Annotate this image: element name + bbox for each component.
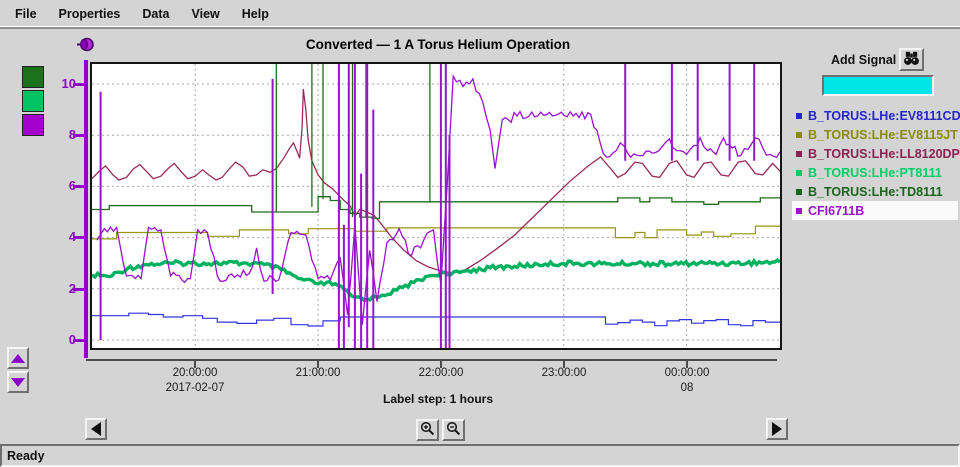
legend-label: B_TORUS:LHe:EV8111CD (808, 108, 960, 123)
pen-color-swatches (22, 66, 44, 138)
legend-label: B_TORUS:LHe:EV8115JT (808, 127, 958, 142)
color-swatch-purple[interactable] (22, 114, 44, 136)
x-axis-tick (194, 361, 196, 368)
x-axis-tick (317, 361, 319, 368)
status-bar: Ready (0, 444, 960, 467)
label-step-text: Label step: 1 hours (382, 392, 494, 406)
signal-legend: B_TORUS:LHe:EV8111CD B_TORUS:LHe:EV8115J… (792, 106, 960, 220)
page-title: Converted — 1 A Torus Helium Operation (305, 37, 571, 52)
status-text: Ready (7, 448, 45, 463)
menu-view[interactable]: View (191, 6, 220, 21)
legend-bullet (796, 188, 802, 195)
x-axis-tick (563, 361, 565, 368)
x-tick-label: 21:00:00 (295, 367, 341, 379)
x-axis-tick (440, 361, 442, 368)
legend-bullet (796, 112, 802, 119)
scroll-up-button[interactable] (7, 347, 29, 369)
y-axis-line (84, 60, 88, 358)
x-tick-date-label: 2017-02-07 (165, 382, 225, 394)
magnifier-plus-icon (420, 421, 435, 439)
legend-bullet (796, 207, 802, 214)
y-tick-label: 10 (61, 76, 76, 91)
x-tick-label: 00:00:00 (664, 367, 710, 379)
menu-bar: File Properties Data View Help (0, 0, 960, 29)
legend-item[interactable]: B_TORUS:LHe:EV8111CD (792, 106, 960, 125)
menu-properties[interactable]: Properties (58, 6, 121, 21)
legend-bullet (796, 169, 802, 176)
legend-bullet (796, 131, 802, 138)
zoom-out-button[interactable] (442, 419, 465, 441)
x-tick-date-label: 08 (680, 382, 694, 394)
left-triangle-icon (91, 422, 101, 436)
up-triangle-icon (11, 353, 25, 363)
binoculars-icon (903, 51, 920, 69)
y-axis-tick (73, 134, 85, 137)
menu-file[interactable]: File (15, 6, 37, 21)
menu-help[interactable]: Help (241, 6, 269, 21)
magnifier-minus-icon (446, 421, 461, 439)
scroll-left-button[interactable] (85, 418, 107, 440)
scroll-down-button[interactable] (7, 371, 29, 393)
y-tick-label: 0 (40, 333, 76, 347)
y-axis-tick (73, 83, 85, 86)
y-axis-tick (73, 339, 85, 342)
color-swatch-green[interactable] (22, 90, 44, 112)
legend-label: B_TORUS:LHe:PT8111 (808, 165, 942, 180)
x-tick-label: 22:00:00 (418, 367, 464, 379)
y-axis-tick (73, 185, 85, 188)
color-swatch-dark-green[interactable] (22, 66, 44, 88)
add-signal-label: Add Signal (831, 53, 897, 67)
scroll-right-button[interactable] (766, 418, 788, 440)
legend-item[interactable]: B_TORUS:LHe:EV8115JT (792, 125, 958, 144)
y-tick-label: 6 (40, 179, 76, 193)
right-triangle-icon (772, 422, 782, 436)
legend-label: B_TORUS:LHe:TD8111 (808, 184, 943, 199)
x-axis-line (86, 359, 777, 361)
legend-label: B_TORUS:LHe:LL8120DP (808, 146, 960, 161)
signal-name-input[interactable] (822, 75, 934, 96)
y-tick-label: 8 (40, 128, 76, 142)
y-tick-label: 2 (40, 282, 76, 296)
legend-item[interactable]: B_TORUS:LHe:LL8120DP (792, 144, 960, 163)
purple-dot-icon (77, 37, 95, 57)
add-signal-search-button[interactable] (899, 48, 924, 71)
y-axis-tick (73, 236, 85, 239)
x-tick-label: 20:00:00 (172, 367, 218, 379)
x-axis-tick (686, 361, 688, 368)
chart-series-svg (92, 64, 780, 348)
legend-label: CFI6711B (808, 203, 865, 218)
zoom-in-button[interactable] (416, 419, 439, 441)
legend-item[interactable]: B_TORUS:LHe:TD8111 (792, 182, 958, 201)
x-tick-label: 23:00:00 (541, 367, 587, 379)
y-tick-label: 4 (40, 230, 76, 244)
y-axis-tick (73, 288, 85, 291)
legend-item[interactable]: B_TORUS:LHe:PT8111 (792, 163, 958, 182)
legend-item[interactable]: CFI6711B (792, 201, 958, 220)
legend-bullet (796, 150, 802, 157)
down-triangle-icon (11, 377, 25, 387)
menu-data[interactable]: Data (142, 6, 170, 21)
plot-canvas[interactable] (90, 62, 782, 350)
